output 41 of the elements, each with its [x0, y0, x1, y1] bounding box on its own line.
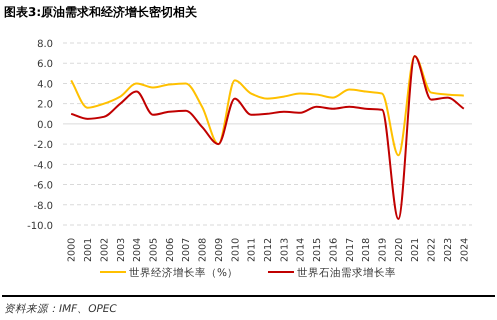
legend-label: 世界石油需求增长率: [296, 266, 396, 279]
x-tick-label: 2003: [116, 238, 127, 262]
x-tick-label: 2002: [99, 238, 110, 262]
y-tick-label: 2.0: [37, 100, 53, 111]
x-tick-label: 2006: [164, 238, 176, 262]
x-tick-label: 2015: [312, 238, 324, 262]
x-tick-label: 2016: [328, 238, 340, 262]
x-tick-label: 2008: [198, 238, 209, 262]
chart-title: 图表3:原油需求和经济增长密切相关: [4, 5, 198, 19]
y-tick-label: -2.0: [33, 140, 53, 152]
line-series: [70, 55, 465, 220]
x-tick-label: 2005: [148, 238, 160, 262]
x-tick-label: 2012: [263, 238, 274, 262]
x-tick-label: 2013: [279, 238, 290, 262]
x-tick-label: 2024: [459, 238, 470, 262]
text: 资料来源：IMF、OPEC: [4, 303, 118, 315]
x-tick-label: 2009: [214, 238, 225, 262]
y-tick-label: -10.0: [27, 221, 53, 232]
x-tick-label: 2014: [296, 238, 307, 262]
x-tick-label: 2017: [344, 238, 356, 262]
y-tick-label: 4.0: [37, 79, 53, 90]
y-tick-label: 6.0: [37, 59, 53, 70]
x-tick-label: 2000: [66, 238, 78, 262]
y-tick-label: 8.0: [37, 39, 53, 50]
x-tick-label: 2019: [378, 238, 389, 262]
x-tick-label: 2004: [132, 238, 144, 262]
y-tick-label: -6.0: [33, 180, 53, 192]
x-tick-label: 2010: [230, 238, 242, 262]
y-tick-label: -8.0: [33, 200, 53, 212]
x-tick-label: 2001: [83, 238, 94, 262]
x-tick-label: 2011: [246, 238, 258, 262]
x-tick-label: 2007: [181, 238, 192, 262]
x-tick-label: 2020: [394, 238, 405, 262]
x-tick-label: 2021: [410, 238, 422, 262]
legend-label: 世界经济增长率（%）: [129, 266, 238, 279]
line-series: [70, 55, 465, 156]
y-tick-label: 0.0: [37, 120, 53, 131]
x-tick-label: 2022: [426, 238, 438, 262]
x-tick-label: 2023: [442, 238, 454, 262]
x-tick-label: 2018: [361, 238, 372, 262]
y-tick-label: -4.0: [33, 160, 53, 172]
